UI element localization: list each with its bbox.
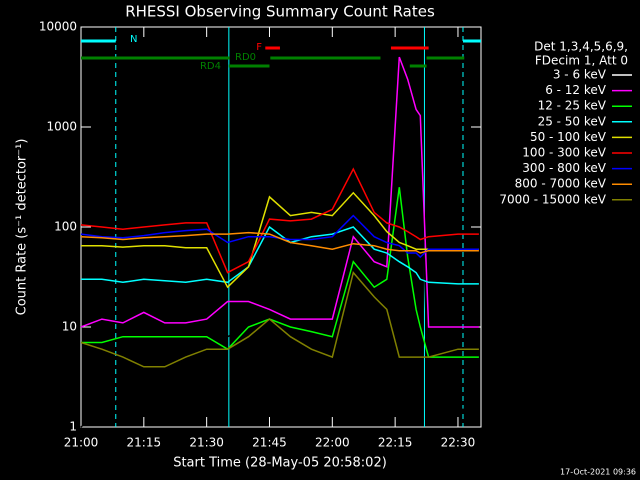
series-line xyxy=(80,99,479,428)
series-line xyxy=(80,231,479,254)
flag-label: RD4 xyxy=(200,61,221,72)
x-tick-label: 22:00 xyxy=(315,436,350,450)
legend-label: 50 - 100 keV xyxy=(530,130,607,144)
x-tick-label: 22:15 xyxy=(378,436,413,450)
legend-label: 7000 - 15000 keV xyxy=(499,192,606,206)
flag-label: N xyxy=(130,34,137,45)
legend-label: 6 - 12 keV xyxy=(545,83,607,97)
x-tick-label: 21:45 xyxy=(252,436,287,450)
flag-label: F xyxy=(256,42,262,53)
series-line xyxy=(81,187,479,358)
series-line xyxy=(80,271,479,368)
x-tick-label: 22:30 xyxy=(441,436,476,450)
series-line xyxy=(81,225,479,285)
x-axis-label: Start Time (28-May-05 20:58:02) xyxy=(173,456,387,471)
x-tick-label: 21:00 xyxy=(64,436,99,450)
legend-label: 3 - 6 keV xyxy=(553,68,607,82)
y-tick-label: 10 xyxy=(62,320,77,334)
legend-label: 100 - 300 keV xyxy=(522,146,606,160)
chart-title: RHESSI Observing Summary Count Rates xyxy=(125,3,435,21)
x-tick-label: 21:30 xyxy=(189,436,224,450)
legend-label: 12 - 25 keV xyxy=(538,99,607,113)
flag-label: RD0 xyxy=(235,52,256,63)
y-tick-label: 1000 xyxy=(46,120,77,134)
y-tick-label: 10000 xyxy=(39,20,77,34)
y-tick-label: 100 xyxy=(54,220,77,234)
legend-header: FDecim 1, Att 0 xyxy=(535,54,628,68)
legend-label: 25 - 50 keV xyxy=(538,114,607,128)
footer: 17-Oct-2021 09:36 xyxy=(560,468,636,477)
x-tick-label: 21:15 xyxy=(127,436,162,450)
y-tick-label: 1 xyxy=(69,420,77,434)
series-line xyxy=(81,191,479,289)
y-axis-label: Count Rate (s⁻¹ detector⁻¹) xyxy=(15,139,30,316)
legend-label: 300 - 800 keV xyxy=(522,161,606,175)
legend-header: Det 1,3,4,5,6,9, xyxy=(534,40,628,54)
series-line xyxy=(80,214,479,259)
series-line xyxy=(80,56,479,328)
series-line xyxy=(80,167,479,274)
legend-label: 800 - 7000 keV xyxy=(515,177,607,191)
